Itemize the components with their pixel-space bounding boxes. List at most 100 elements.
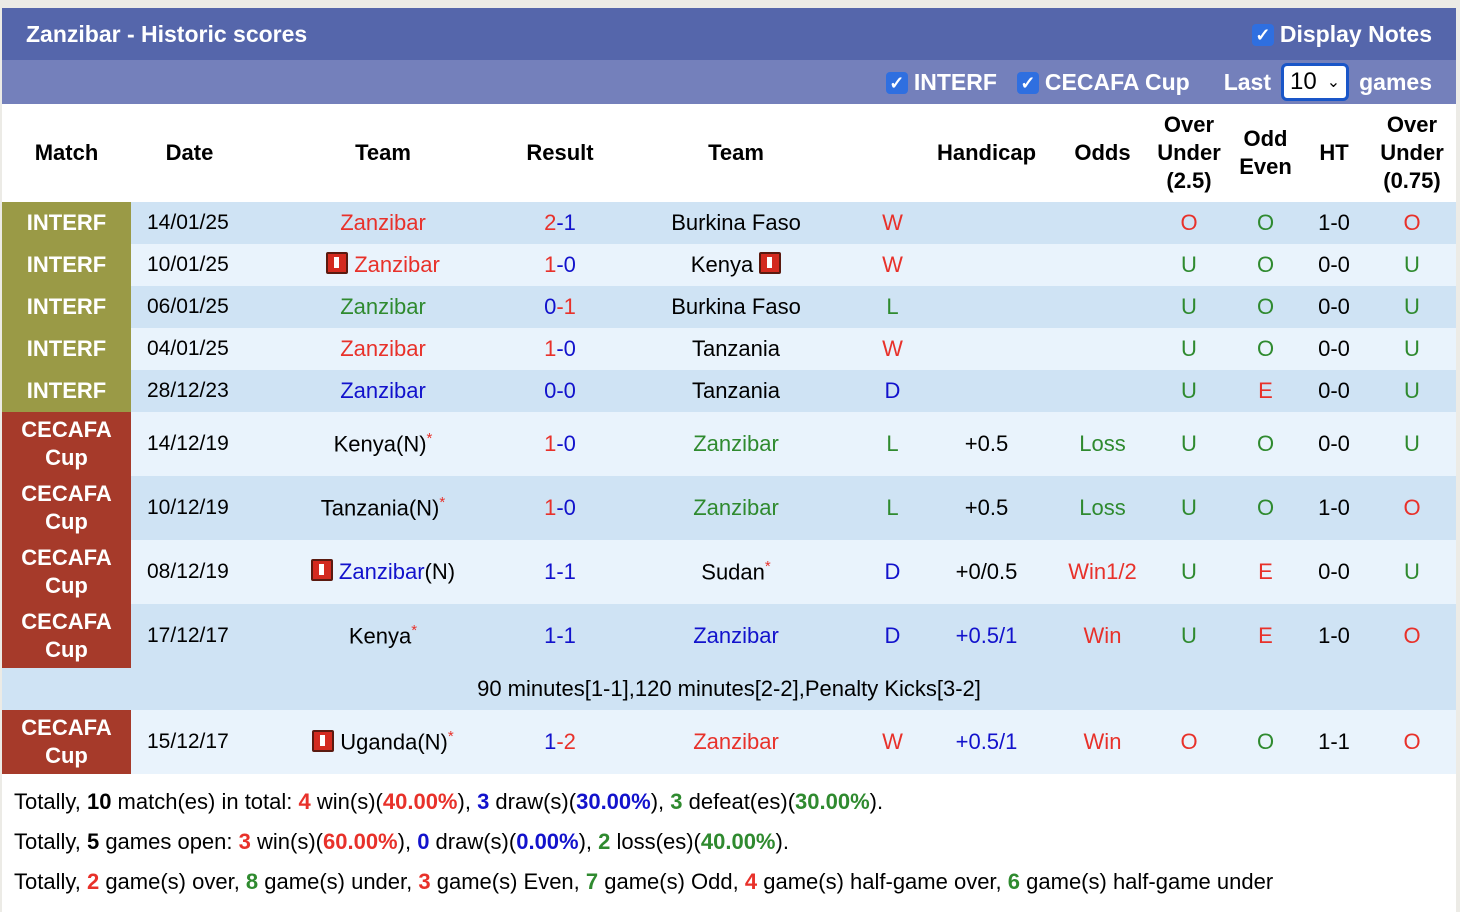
competition-cell[interactable]: INTERF <box>2 202 131 244</box>
odd-even: O <box>1256 431 1275 456</box>
away-goals: 0 <box>563 336 576 361</box>
result-cell[interactable]: 1-0 <box>518 328 602 370</box>
column-header: Handicap <box>936 140 1037 165</box>
result-cell[interactable]: 1-1 <box>518 540 602 604</box>
match-date: 14/01/25 <box>147 211 229 234</box>
filter-cecafa[interactable]: ✓ CECAFA Cup <box>1016 69 1190 96</box>
away-team-cell[interactable]: Sudan* <box>602 540 870 604</box>
home-team-cell[interactable]: Zanzibar <box>248 328 518 370</box>
summary-text: win(s)( <box>310 789 383 814</box>
odd-even: O <box>1256 210 1275 235</box>
result-cell[interactable]: 0-1 <box>518 286 602 328</box>
odds-cell: Loss <box>1058 412 1147 476</box>
checkbox-checked-icon[interactable]: ✓ <box>885 72 908 95</box>
match-date: 10/12/19 <box>147 496 229 519</box>
away-team-cell[interactable]: Tanzania <box>602 370 870 412</box>
home-team-cell[interactable]: Kenya(N)* <box>248 412 518 476</box>
competition-cell[interactable]: CECAFA Cup <box>2 476 131 540</box>
home-team-cell[interactable]: Zanzibar <box>248 370 518 412</box>
result-cell[interactable]: 0-0 <box>518 370 602 412</box>
home-team: Kenya(N) <box>333 431 427 457</box>
home-team-cell[interactable]: Tanzania(N)* <box>248 476 518 540</box>
away-team-cell[interactable]: Kenya <box>602 244 870 286</box>
away-team-cell[interactable]: Burkina Faso <box>602 286 870 328</box>
summary-text: match(es) in total: <box>111 789 299 814</box>
competition-cell[interactable]: INTERF <box>2 370 131 412</box>
outcome-cell: D <box>870 604 915 668</box>
checkbox-checked-icon[interactable]: ✓ <box>1251 24 1274 47</box>
date-cell: 08/12/19 <box>131 540 248 604</box>
home-team-cell[interactable]: Kenya* <box>248 604 518 668</box>
outcome-cell: D <box>870 370 915 412</box>
handicap: +0.5 <box>964 495 1009 520</box>
neutral-star-icon: * <box>764 558 771 576</box>
display-notes-toggle[interactable]: ✓ Display Notes <box>1251 21 1432 48</box>
home-team: Zanzibar <box>340 378 426 403</box>
home-team-cell[interactable]: Zanzibar <box>248 202 518 244</box>
home-team-cell[interactable]: Zanzibar(N) <box>248 540 518 604</box>
result-cell[interactable]: 1-0 <box>518 476 602 540</box>
over-under-cell: U <box>1147 244 1231 286</box>
odd-even-cell: O <box>1231 244 1300 286</box>
result-cell[interactable]: 1-0 <box>518 244 602 286</box>
outcome-cell: W <box>870 244 915 286</box>
summary-value: 7 <box>585 869 599 894</box>
column-header: Match <box>34 140 99 165</box>
panel-title: Zanzibar - Historic scores <box>26 20 308 47</box>
outcome: L <box>886 431 899 456</box>
table-row: CECAFA Cup 10/12/19 Tanzania(N)* 1-0 Zanziba… <box>2 476 1456 540</box>
result-cell[interactable]: 2-1 <box>518 202 602 244</box>
away-team-cell[interactable]: Zanzibar <box>602 604 870 668</box>
odd-even: O <box>1256 294 1275 319</box>
ht-cell: 1-0 <box>1300 604 1368 668</box>
over-under-cell: U <box>1147 328 1231 370</box>
competition-cell[interactable]: INTERF <box>2 244 131 286</box>
date-cell: 14/12/19 <box>131 412 248 476</box>
competition-cell[interactable]: CECAFA Cup <box>2 540 131 604</box>
over-under-ht-cell: U <box>1368 244 1456 286</box>
over-under-ht: U <box>1404 559 1420 584</box>
home-team: Zanzibar <box>340 336 426 361</box>
competition-cell[interactable]: CECAFA Cup <box>2 604 131 668</box>
over-under-ht-cell: U <box>1368 328 1456 370</box>
result-cell[interactable]: 1-0 <box>518 412 602 476</box>
score-separator: - <box>556 378 564 403</box>
away-team: Kenya <box>690 252 754 277</box>
home-goals: 1 <box>544 252 557 277</box>
ht-cell: 0-0 <box>1300 412 1368 476</box>
home-team-cell[interactable]: Zanzibar <box>248 286 518 328</box>
over-under: O <box>1180 729 1198 754</box>
competition-cell[interactable]: INTERF <box>2 328 131 370</box>
half-time-score: 0-0 <box>1318 378 1350 403</box>
checkbox-checked-icon[interactable]: ✓ <box>1016 72 1039 95</box>
over-under-ht-cell: O <box>1368 476 1456 540</box>
result-cell[interactable]: 1-1 <box>518 604 602 668</box>
games-count-select[interactable]: 10 ⌄ <box>1281 63 1350 101</box>
ht-cell: 0-0 <box>1300 328 1368 370</box>
home-team-cell[interactable]: Zanzibar <box>248 244 518 286</box>
over-under-ht-cell: O <box>1368 710 1456 774</box>
home-team-cell[interactable]: Uganda(N)* <box>248 710 518 774</box>
score-separator: - <box>556 336 564 361</box>
competition-cell[interactable]: CECAFA Cup <box>2 412 131 476</box>
table-row: INTERF 06/01/25 Zanzibar 0-1 Burkina Faso L U O… <box>2 286 1456 328</box>
column-header: Over Under (2.5) <box>1157 112 1221 193</box>
away-team-cell[interactable]: Tanzania <box>602 328 870 370</box>
competition-label: CECAFA Cup <box>21 417 112 470</box>
result-cell[interactable]: 1-2 <box>518 710 602 774</box>
away-team-cell[interactable]: Zanzibar <box>602 710 870 774</box>
filter-interf[interactable]: ✓ INTERF <box>885 69 997 96</box>
away-team-cell[interactable]: Zanzibar <box>602 412 870 476</box>
home-team: Uganda(N) <box>340 729 448 755</box>
competition-cell[interactable]: INTERF <box>2 286 131 328</box>
odds-cell: Win <box>1058 710 1147 774</box>
away-team-cell[interactable]: Burkina Faso <box>602 202 870 244</box>
away-team: Tanzania <box>691 336 781 361</box>
over-under-cell: U <box>1147 604 1231 668</box>
handicap: +0.5/1 <box>955 729 1018 754</box>
over-under-cell: U <box>1147 476 1231 540</box>
competition-cell[interactable]: CECAFA Cup <box>2 710 131 774</box>
summary-value: 6 <box>1007 869 1021 894</box>
handicap-cell: +0.5/1 <box>915 710 1058 774</box>
away-team-cell[interactable]: Zanzibar <box>602 476 870 540</box>
